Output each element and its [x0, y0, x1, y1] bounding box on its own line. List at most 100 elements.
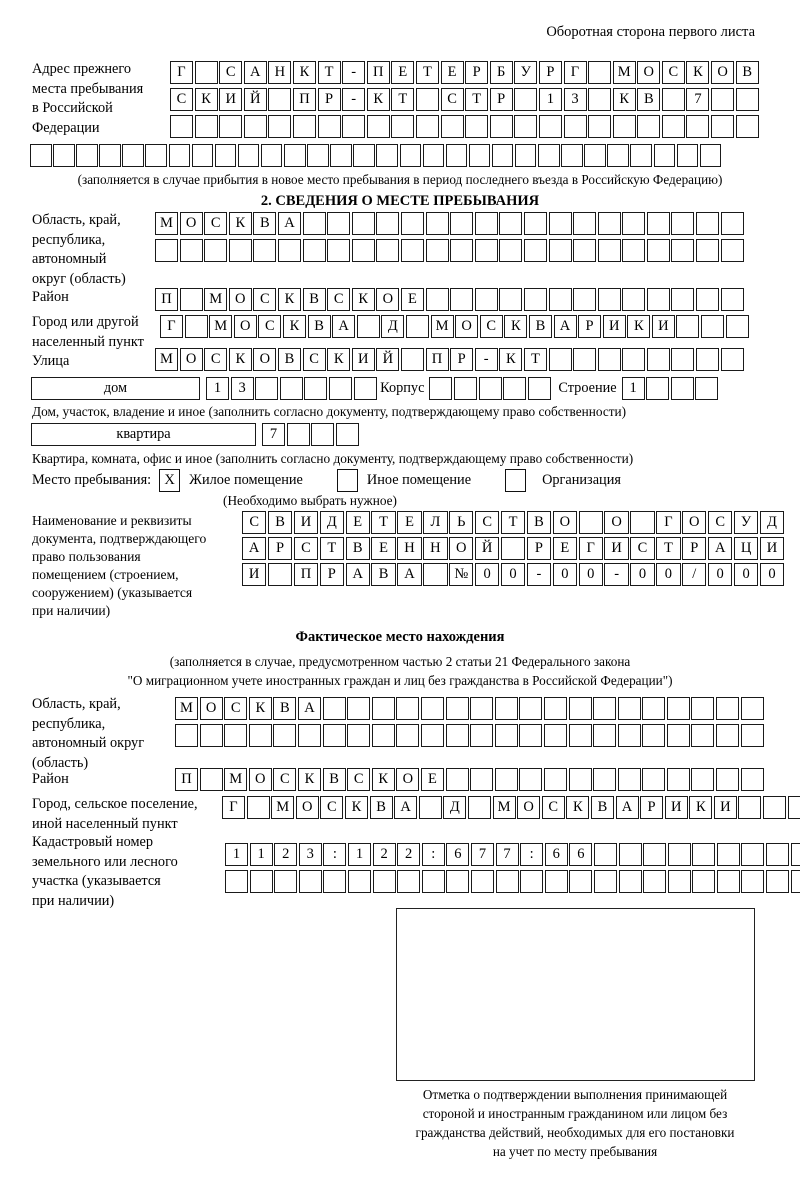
- grid-cell[interactable]: [666, 768, 690, 791]
- grid-cell[interactable]: [735, 115, 759, 138]
- grid-cell[interactable]: [491, 144, 514, 167]
- grid-cell[interactable]: [716, 697, 740, 720]
- grid-cell[interactable]: [474, 288, 498, 311]
- grid-cell[interactable]: П: [292, 88, 316, 111]
- grid-cell[interactable]: Й: [243, 88, 267, 111]
- grid-cell[interactable]: [766, 870, 790, 893]
- grid-cell[interactable]: К: [282, 315, 306, 338]
- grid-cell[interactable]: 1: [538, 88, 562, 111]
- grid-cell[interactable]: [622, 348, 646, 371]
- grid-cell[interactable]: [666, 697, 690, 720]
- grid-cell[interactable]: С: [219, 61, 243, 84]
- grid-cell[interactable]: О: [179, 212, 203, 235]
- grid-cell[interactable]: А: [615, 796, 639, 819]
- grid-cell[interactable]: М: [209, 315, 233, 338]
- grid-cell[interactable]: [445, 768, 469, 791]
- grid-cell[interactable]: [716, 768, 740, 791]
- grid-cell[interactable]: А: [345, 563, 370, 586]
- grid-cell[interactable]: [170, 115, 193, 138]
- grid-cell[interactable]: [253, 239, 277, 262]
- grid-cell[interactable]: [499, 288, 523, 311]
- grid-cell[interactable]: [353, 377, 377, 400]
- grid-cell[interactable]: 1: [206, 377, 229, 400]
- stay-option-0-checkbox[interactable]: X: [159, 469, 181, 492]
- grid-cell[interactable]: П: [425, 348, 449, 371]
- grid-cell[interactable]: [122, 144, 144, 167]
- grid-cell[interactable]: [450, 212, 474, 235]
- grid-cell[interactable]: [519, 724, 543, 747]
- grid-cell[interactable]: К: [627, 315, 651, 338]
- grid-cell[interactable]: [569, 870, 593, 893]
- grid-cell[interactable]: К: [344, 796, 368, 819]
- grid-cell[interactable]: [622, 212, 646, 235]
- grid-cell[interactable]: 2: [372, 843, 396, 866]
- grid-cell[interactable]: [53, 144, 75, 167]
- grid-cell[interactable]: П: [155, 288, 178, 311]
- grid-cell[interactable]: К: [228, 348, 252, 371]
- grid-cell[interactable]: [445, 697, 469, 720]
- grid-cell[interactable]: [593, 843, 617, 866]
- grid-cell[interactable]: О: [637, 61, 661, 84]
- grid-cell[interactable]: [415, 88, 439, 111]
- stay-type-row[interactable]: Место пребывания: X Жилое помещение Иное…: [32, 469, 621, 492]
- grid-cell[interactable]: И: [759, 537, 785, 560]
- grid-cell[interactable]: И: [713, 796, 737, 819]
- grid-cell[interactable]: Р: [450, 348, 474, 371]
- grid-cell[interactable]: Р: [682, 537, 707, 560]
- grid-cell[interactable]: [400, 239, 424, 262]
- grid-cell[interactable]: [494, 768, 518, 791]
- grid-cell[interactable]: В: [528, 315, 552, 338]
- grid-cell[interactable]: [268, 88, 292, 111]
- grid-cell[interactable]: [184, 315, 208, 338]
- grid-cell[interactable]: О: [682, 511, 707, 534]
- grid-cell[interactable]: О: [396, 768, 420, 791]
- grid-cell[interactable]: 0: [733, 563, 759, 586]
- grid-cell[interactable]: Е: [400, 288, 424, 311]
- grid-cell[interactable]: [246, 796, 270, 819]
- grid-cell[interactable]: [351, 212, 375, 235]
- grid-cell[interactable]: [618, 843, 642, 866]
- grid-cell[interactable]: -: [604, 563, 629, 586]
- grid-cell[interactable]: [666, 724, 690, 747]
- grid-cell[interactable]: К: [504, 315, 528, 338]
- grid-cell[interactable]: [474, 239, 498, 262]
- grid-cell[interactable]: [643, 843, 667, 866]
- grid-cell[interactable]: [470, 768, 494, 791]
- grid-cell[interactable]: [445, 144, 468, 167]
- grid-cell[interactable]: [790, 870, 800, 893]
- grid-cell[interactable]: О: [604, 511, 629, 534]
- grid-cell[interactable]: [588, 115, 612, 138]
- grid-cell[interactable]: [790, 843, 800, 866]
- grid-cell[interactable]: [446, 870, 470, 893]
- grid-cell[interactable]: С: [320, 796, 344, 819]
- grid-cell[interactable]: К: [686, 61, 710, 84]
- grid-cell[interactable]: Д: [381, 315, 405, 338]
- grid-cell[interactable]: Н: [268, 61, 292, 84]
- grid-cell[interactable]: [548, 288, 572, 311]
- grid-cell[interactable]: [311, 423, 335, 446]
- grid-cell[interactable]: [225, 870, 248, 893]
- grid-cell[interactable]: [691, 768, 715, 791]
- grid-cell[interactable]: [701, 315, 725, 338]
- grid-cell[interactable]: [514, 88, 538, 111]
- prev-address-row-3[interactable]: [170, 115, 760, 138]
- grid-cell[interactable]: 0: [578, 563, 603, 586]
- prev-address-row-4[interactable]: [30, 144, 723, 167]
- grid-cell[interactable]: [351, 239, 375, 262]
- grid-cell[interactable]: У: [733, 511, 759, 534]
- grid-cell[interactable]: [593, 724, 617, 747]
- grid-cell[interactable]: С: [440, 88, 464, 111]
- grid-cell[interactable]: Е: [371, 537, 396, 560]
- grid-cell[interactable]: О: [199, 697, 223, 720]
- grid-cell[interactable]: [642, 697, 666, 720]
- grid-cell[interactable]: С: [302, 348, 326, 371]
- grid-cell[interactable]: К: [689, 796, 713, 819]
- region-row-2[interactable]: [155, 239, 745, 262]
- grid-cell[interactable]: Е: [391, 61, 415, 84]
- grid-cell[interactable]: В: [371, 563, 396, 586]
- grid-cell[interactable]: [418, 796, 442, 819]
